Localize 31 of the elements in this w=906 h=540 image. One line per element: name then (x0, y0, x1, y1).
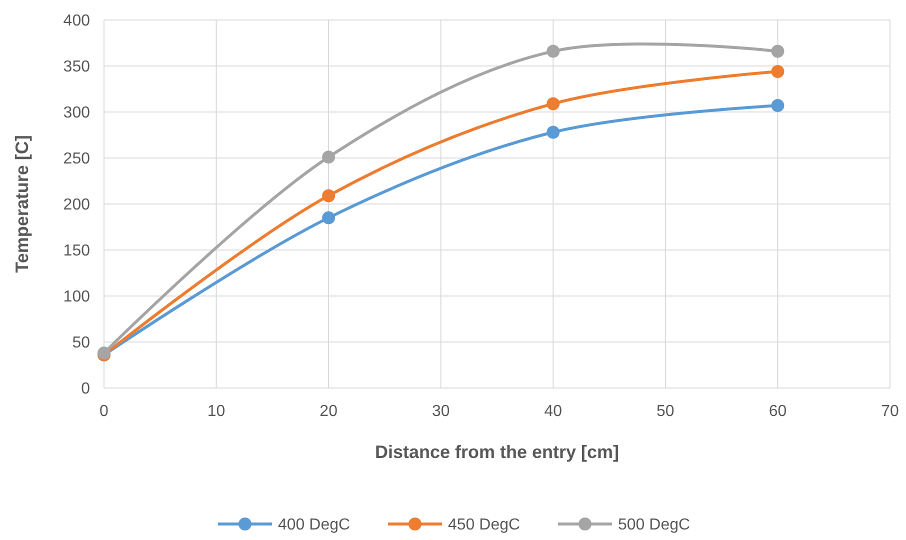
legend-label: 400 DegC (278, 516, 350, 534)
y-tick-label: 300 (63, 104, 90, 122)
point (322, 211, 336, 224)
y-tick-label: 100 (63, 288, 90, 306)
x-tick-label: 70 (881, 403, 899, 420)
point (771, 65, 784, 78)
point (322, 189, 336, 202)
point (546, 97, 560, 110)
x-tick-label: 50 (656, 403, 674, 420)
y-tick-label: 0 (81, 380, 90, 398)
x-tick-label: 0 (100, 403, 109, 420)
x-tick-label: 20 (320, 403, 338, 420)
point (771, 44, 784, 58)
y-tick-label: 250 (63, 150, 90, 168)
point (322, 150, 336, 164)
y-tick-label: 400 (63, 12, 90, 30)
x-tick-label: 40 (544, 403, 562, 420)
x-tick-label: 30 (432, 403, 450, 420)
y-axis-title: Temperature [C] (12, 135, 32, 273)
point (546, 44, 560, 58)
x-axis-title: Distance from the entry [cm] (374, 442, 620, 462)
x-tick-label: 60 (768, 403, 787, 420)
y-tick-label: 200 (63, 196, 90, 214)
point (546, 126, 560, 139)
y-tick-label: 150 (63, 242, 90, 260)
x-tick-label: 10 (207, 403, 226, 420)
legend-label: 450 DegC (448, 516, 520, 534)
point (771, 99, 784, 112)
legend-label: 500 DegC (618, 516, 690, 534)
y-tick-label: 50 (72, 334, 90, 352)
y-tick-label: 350 (63, 58, 90, 76)
